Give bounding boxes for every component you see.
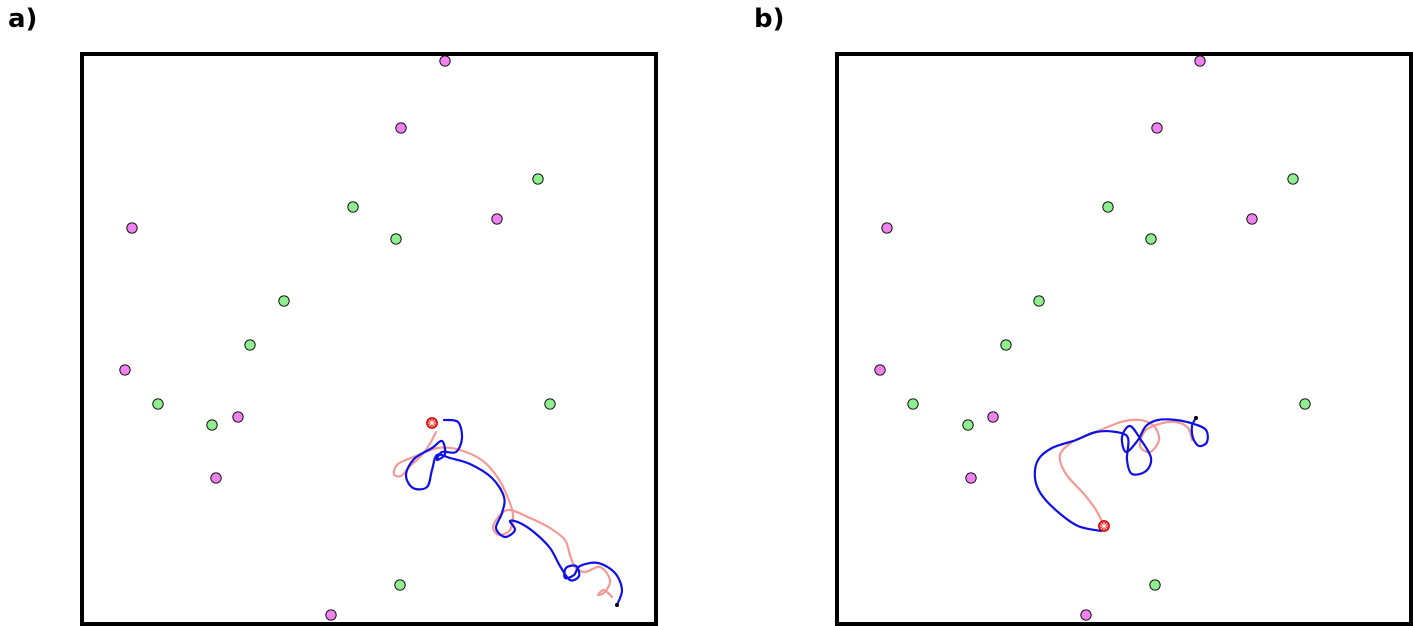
start-marker-spoke	[428, 419, 436, 427]
green-obstacle	[1287, 173, 1299, 185]
green-obstacle	[278, 295, 290, 307]
green-obstacle	[1149, 579, 1161, 591]
panel-b-pink-trajectory	[1058, 418, 1194, 528]
pink-obstacle	[874, 364, 886, 376]
pink-obstacle	[210, 472, 222, 484]
pink-obstacle	[395, 122, 407, 134]
green-obstacle	[390, 233, 402, 245]
green-obstacle	[206, 419, 218, 431]
panel-a-blue-trajectory	[404, 418, 624, 607]
panel-a-pink-trajectory	[392, 430, 614, 599]
end-marker	[615, 603, 619, 607]
green-obstacle	[1033, 295, 1045, 307]
panel-b-blue-trajectory	[1033, 416, 1209, 533]
green-obstacle	[532, 173, 544, 185]
panel-a-diagram	[80, 52, 658, 626]
green-obstacle	[394, 579, 406, 591]
green-obstacle	[1000, 339, 1012, 351]
pink-obstacle	[491, 213, 503, 225]
pink-obstacle	[1080, 609, 1092, 621]
green-obstacle	[544, 398, 556, 410]
green-obstacle	[347, 201, 359, 213]
pink-obstacle	[439, 55, 451, 67]
pink-obstacle	[119, 364, 131, 376]
green-obstacle	[962, 419, 974, 431]
green-obstacle	[1299, 398, 1311, 410]
pink-obstacle	[1194, 55, 1206, 67]
pink-obstacle	[1246, 213, 1258, 225]
start-marker-spoke	[1100, 522, 1108, 530]
green-obstacle	[907, 398, 919, 410]
pink-obstacle	[965, 472, 977, 484]
panel-a-label: a)	[8, 4, 38, 34]
pink-obstacle	[325, 609, 337, 621]
panel-a-frame	[80, 52, 658, 626]
pink-obstacle	[1151, 122, 1163, 134]
pink-obstacle	[987, 411, 999, 423]
pink-obstacle	[881, 222, 893, 234]
green-obstacle	[1145, 233, 1157, 245]
panel-b-frame	[835, 52, 1413, 626]
end-marker	[1194, 416, 1198, 420]
panel-b-diagram	[835, 52, 1413, 626]
pink-obstacle	[126, 222, 138, 234]
green-obstacle	[1102, 201, 1114, 213]
green-obstacle	[152, 398, 164, 410]
pink-obstacle	[232, 411, 244, 423]
panel-b-label: b)	[754, 4, 785, 34]
green-obstacle	[244, 339, 256, 351]
